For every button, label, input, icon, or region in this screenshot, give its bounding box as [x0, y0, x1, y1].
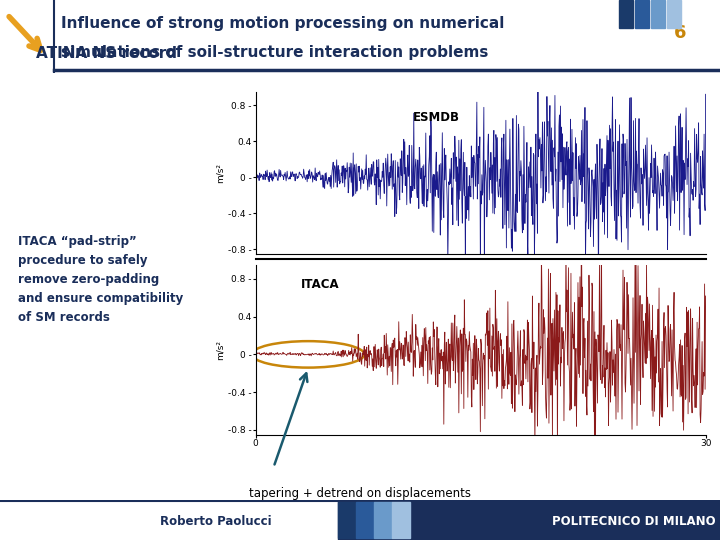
Bar — [635, 0, 649, 28]
Bar — [356, 502, 374, 538]
Text: simulations of soil-structure interaction problems: simulations of soil-structure interactio… — [61, 45, 489, 60]
Bar — [619, 0, 634, 28]
Text: ESMDB: ESMDB — [413, 111, 460, 124]
Text: ITACA: ITACA — [301, 278, 339, 291]
Text: ATINA NS record: ATINA NS record — [36, 46, 177, 61]
Text: Influence of strong motion processing on numerical: Influence of strong motion processing on… — [61, 16, 505, 31]
Bar — [651, 0, 665, 28]
Bar — [667, 0, 681, 28]
Y-axis label: m/s²: m/s² — [216, 340, 225, 360]
Bar — [374, 502, 392, 538]
Text: ITACA “pad-strip”
procedure to safely
remove zero-padding
and ensure compatibili: ITACA “pad-strip” procedure to safely re… — [18, 235, 184, 324]
Text: 6: 6 — [674, 24, 687, 42]
Bar — [338, 502, 356, 538]
Bar — [392, 502, 410, 538]
Text: POLITECNICO DI MILANO: POLITECNICO DI MILANO — [552, 515, 716, 528]
Y-axis label: m/s²: m/s² — [216, 163, 225, 183]
Text: tapering + detrend on displacements: tapering + detrend on displacements — [249, 487, 471, 500]
Text: Roberto Paolucci: Roberto Paolucci — [160, 515, 272, 528]
Bar — [338, 500, 720, 540]
